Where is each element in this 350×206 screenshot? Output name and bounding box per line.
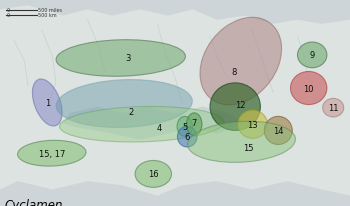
Text: 3: 3 (125, 54, 131, 63)
Ellipse shape (177, 117, 192, 137)
Ellipse shape (210, 83, 260, 131)
Ellipse shape (188, 122, 295, 163)
Text: 16: 16 (148, 170, 159, 179)
Text: 15: 15 (243, 143, 254, 152)
Ellipse shape (200, 18, 282, 105)
Text: 14: 14 (273, 126, 284, 135)
Ellipse shape (18, 141, 86, 166)
Text: 0: 0 (6, 8, 9, 13)
Text: 0: 0 (6, 13, 9, 18)
Text: 5: 5 (182, 122, 188, 131)
Ellipse shape (323, 99, 344, 117)
Text: Cyclamen: Cyclamen (4, 198, 63, 206)
Ellipse shape (135, 161, 172, 187)
Text: 10: 10 (303, 84, 314, 93)
Text: 500 km: 500 km (38, 13, 57, 18)
Ellipse shape (60, 107, 224, 142)
Text: 15, 17: 15, 17 (38, 149, 65, 158)
Polygon shape (0, 6, 350, 196)
Text: 13: 13 (247, 120, 258, 129)
Text: 2: 2 (129, 108, 134, 117)
Text: 8: 8 (231, 68, 237, 77)
Ellipse shape (177, 127, 197, 147)
Text: 11: 11 (328, 104, 338, 113)
Ellipse shape (187, 113, 202, 136)
Text: 12: 12 (235, 101, 246, 110)
Text: 1: 1 (45, 98, 50, 108)
Text: 4: 4 (157, 123, 162, 132)
Ellipse shape (264, 117, 292, 145)
Text: 6: 6 (184, 132, 190, 142)
Text: 9: 9 (309, 51, 315, 60)
Polygon shape (63, 107, 245, 140)
Ellipse shape (238, 111, 267, 139)
Text: 500 miles: 500 miles (38, 8, 63, 13)
Ellipse shape (56, 80, 192, 128)
Ellipse shape (56, 41, 186, 77)
Ellipse shape (33, 80, 62, 126)
Text: 7: 7 (191, 118, 197, 127)
Ellipse shape (290, 72, 327, 105)
Ellipse shape (298, 43, 327, 68)
